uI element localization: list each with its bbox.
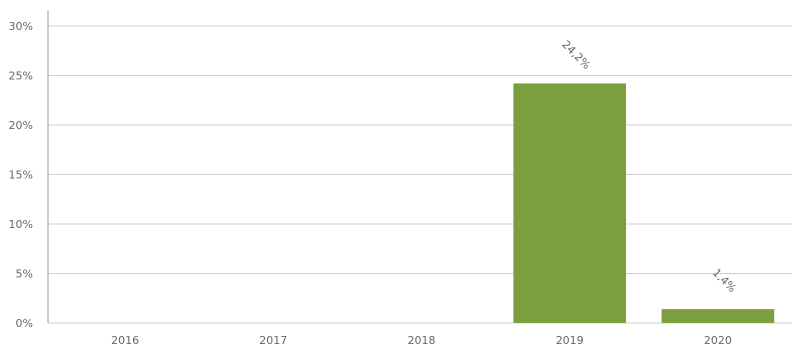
y-tick-label: 5% <box>16 268 33 281</box>
x-tick-label: 2017 <box>259 334 287 347</box>
y-tick-label: 30% <box>9 20 33 33</box>
y-tick-label: 10% <box>9 218 33 231</box>
bars <box>513 83 775 323</box>
data-label-2019: 24,2% <box>559 38 593 72</box>
x-tick-label: 2019 <box>556 334 584 347</box>
x-tick-label: 2020 <box>704 334 732 347</box>
y-tick-label: 20% <box>9 119 33 132</box>
y-tick-label: 15% <box>9 169 33 182</box>
data-label-2020: 1,4% <box>710 266 739 295</box>
y-tick-label: 25% <box>9 70 33 83</box>
y-axis-tick-labels: 0% 5% 10% 15% 20% 25% 30% <box>9 20 33 330</box>
bar-2019 <box>513 83 627 323</box>
bar-2020 <box>661 309 775 323</box>
x-axis-tick-labels: 2016 2017 2018 2019 2020 <box>111 334 732 347</box>
grid-lines <box>48 25 792 324</box>
x-tick-label: 2018 <box>408 334 436 347</box>
x-tick-label: 2016 <box>111 334 139 347</box>
y-tick-label: 0% <box>16 317 33 330</box>
